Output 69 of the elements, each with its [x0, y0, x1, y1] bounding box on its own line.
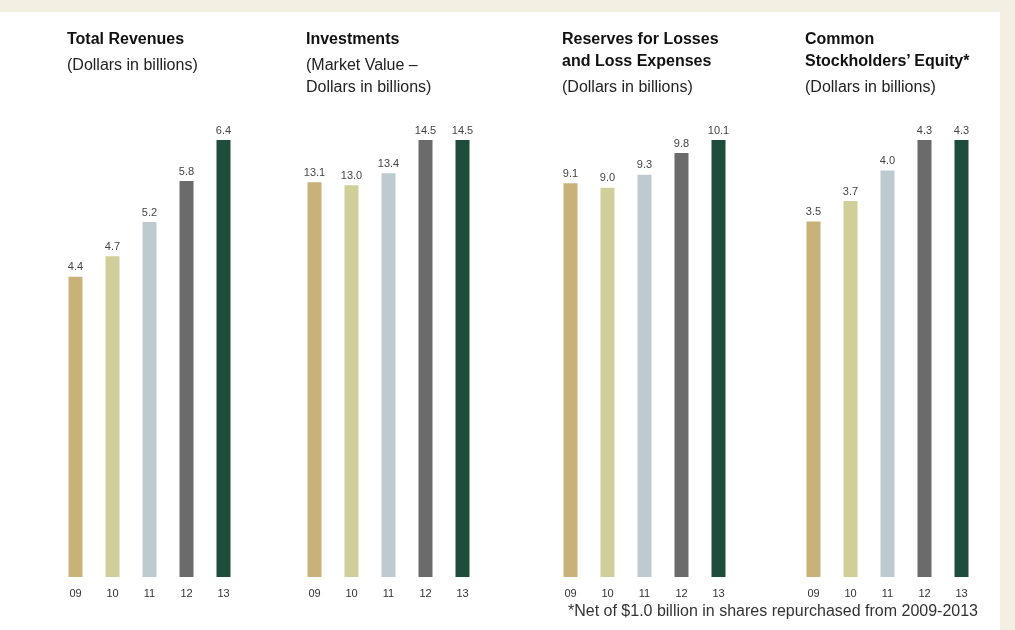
x-tick-label: 12	[918, 586, 931, 599]
bar	[954, 140, 969, 577]
bar	[418, 140, 433, 577]
chart-title: Common Stockholders’ Equity*	[805, 29, 971, 69]
data-label: 5.2	[141, 205, 158, 218]
x-tick-label: 13	[456, 586, 469, 599]
x-tick-label: 13	[217, 586, 230, 599]
x-tick-label: 09	[308, 586, 321, 599]
x-tick-label: 10	[345, 586, 358, 599]
bar	[68, 276, 83, 577]
data-label: 14.5	[414, 123, 437, 136]
chart-subtitle: (Dollars in billions)	[67, 55, 198, 73]
bar	[637, 174, 652, 577]
data-label: 4.4	[67, 260, 84, 273]
chart-subtitle: (Dollars in billions)	[562, 77, 693, 95]
bar	[917, 140, 932, 577]
bar	[711, 140, 726, 577]
data-label: 6.4	[215, 123, 232, 136]
bar	[344, 185, 359, 577]
data-label: 13.0	[340, 168, 363, 181]
bar	[179, 181, 194, 577]
x-tick-label: 12	[180, 586, 193, 599]
data-label: 9.3	[636, 158, 653, 171]
x-tick-label: 12	[419, 586, 432, 599]
x-tick-label: 09	[69, 586, 82, 599]
bar	[806, 221, 821, 577]
x-tick-label: 10	[601, 586, 614, 599]
data-label: 10.1	[707, 123, 730, 136]
x-tick-label: 09	[807, 586, 820, 599]
data-label: 4.3	[953, 123, 970, 136]
x-tick-label: 10	[844, 586, 857, 599]
x-tick-label: 11	[382, 586, 395, 599]
data-label: 4.7	[104, 239, 121, 252]
chart-title: Reserves for Losses and Loss Expenses	[562, 29, 723, 69]
x-tick-label: 11	[881, 586, 894, 599]
data-label: 9.0	[599, 171, 616, 184]
x-tick-label: 12	[675, 586, 688, 599]
data-label: 4.3	[916, 123, 933, 136]
data-label: 9.1	[562, 166, 579, 179]
data-label: 13.4	[377, 156, 400, 169]
bar	[216, 140, 231, 577]
data-label: 13.1	[303, 165, 326, 178]
x-tick-label: 13	[712, 586, 725, 599]
x-tick-label: 11	[638, 586, 651, 599]
x-tick-label: 10	[106, 586, 119, 599]
chart-title: Investments	[306, 29, 400, 47]
chart-title: Total Revenues	[67, 29, 185, 47]
bar	[455, 140, 470, 577]
data-label: 3.7	[842, 184, 859, 197]
data-label: 14.5	[451, 123, 474, 136]
data-label: 9.8	[673, 136, 690, 149]
text: *Net of $1.0 billion in shares repurchased from 2009-2013	[567, 602, 978, 620]
bar	[142, 222, 157, 577]
data-label: 5.8	[178, 164, 195, 177]
bar	[674, 153, 689, 577]
bar	[307, 182, 322, 577]
bar	[600, 187, 615, 577]
chart-subtitle: (Market Value – Dollars in billions)	[306, 55, 432, 95]
x-tick-label: 09	[564, 586, 577, 599]
data-label: 3.5	[805, 204, 822, 217]
x-tick-label: 11	[143, 586, 156, 599]
chart-subtitle: (Dollars in billions)	[805, 77, 936, 95]
bar	[563, 183, 578, 577]
bar	[381, 173, 396, 577]
data-label: 4.0	[879, 154, 896, 167]
bar	[105, 256, 120, 577]
bar	[843, 201, 858, 577]
x-tick-label: 13	[955, 586, 968, 599]
bar	[880, 170, 895, 577]
